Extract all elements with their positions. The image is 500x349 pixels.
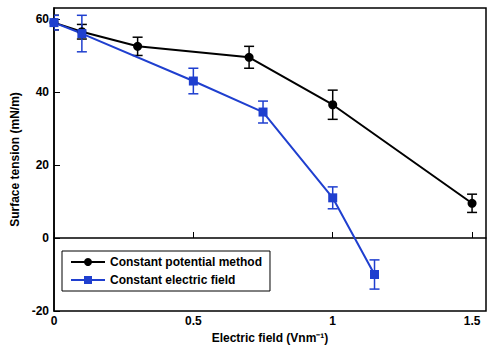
svg-text:1: 1 — [329, 314, 336, 328]
svg-text:60: 60 — [36, 12, 50, 26]
svg-text:Electric field (Vnm⁻¹): Electric field (Vnm⁻¹) — [212, 331, 329, 345]
svg-text:-20: -20 — [32, 304, 50, 318]
svg-text:0.5: 0.5 — [185, 314, 202, 328]
svg-text:1.5: 1.5 — [464, 314, 481, 328]
svg-text:0: 0 — [51, 314, 58, 328]
svg-text:20: 20 — [36, 158, 50, 172]
svg-text:40: 40 — [36, 85, 50, 99]
svg-text:Constant electric field: Constant electric field — [110, 273, 235, 287]
svg-text:Constant potential method: Constant potential method — [110, 255, 262, 269]
svg-text:0: 0 — [42, 231, 49, 245]
svg-text:Surface tension (mN/m): Surface tension (mN/m) — [8, 92, 22, 227]
